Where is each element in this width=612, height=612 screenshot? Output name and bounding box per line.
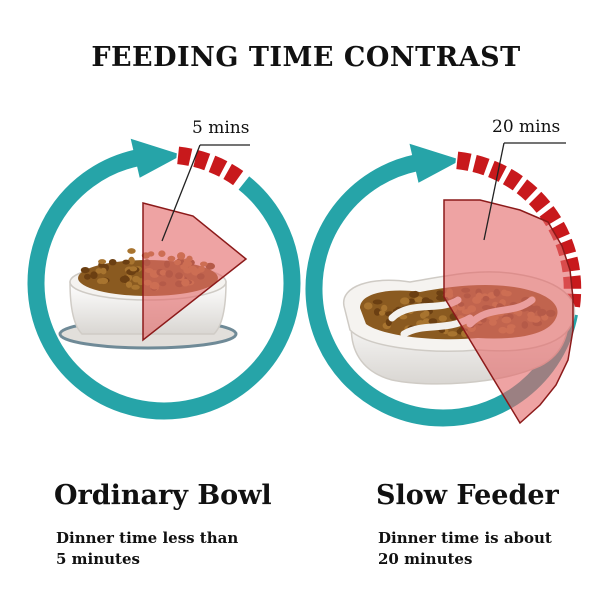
time-segment bbox=[500, 166, 525, 193]
time-segment bbox=[514, 177, 540, 203]
left-time-segments bbox=[175, 144, 246, 188]
time-segment bbox=[454, 149, 474, 173]
kibble-piece bbox=[95, 268, 102, 274]
kibble-piece bbox=[363, 302, 373, 310]
kibble-piece bbox=[408, 298, 415, 304]
ordinary-description-line-1: Dinner time less than bbox=[56, 529, 239, 547]
kibble-piece bbox=[129, 266, 138, 272]
kibble-piece bbox=[372, 299, 383, 305]
left-ring-arrowhead bbox=[130, 138, 182, 178]
kibble-piece bbox=[428, 318, 438, 325]
kibble-piece bbox=[100, 267, 107, 275]
kibble-piece bbox=[436, 290, 444, 296]
slow-heading: Slow Feeder bbox=[376, 480, 559, 511]
ordinary-description: Dinner time less than 5 minutes bbox=[56, 528, 238, 570]
time-segment bbox=[206, 153, 230, 179]
time-segment bbox=[175, 144, 195, 168]
kibble-piece bbox=[422, 310, 430, 317]
right-ring-arrowhead bbox=[409, 143, 461, 183]
time-segment bbox=[470, 153, 492, 178]
kibble-piece bbox=[373, 308, 381, 316]
page-title: FEEDING TIME CONTRAST bbox=[91, 42, 521, 73]
time-segment bbox=[221, 161, 246, 188]
kibble-piece bbox=[119, 275, 130, 283]
kibble-piece bbox=[125, 281, 133, 288]
kibble-piece bbox=[80, 267, 90, 274]
kibble-piece bbox=[414, 296, 424, 303]
kibble-piece bbox=[131, 284, 140, 290]
time-segment bbox=[526, 189, 553, 215]
kibble-piece bbox=[84, 273, 91, 280]
left-leader-line bbox=[161, 144, 201, 242]
right-leader-line bbox=[483, 142, 505, 241]
kibble-piece bbox=[412, 290, 419, 297]
slow-description-line-1: Dinner time is about bbox=[378, 529, 552, 547]
left-timer-ring bbox=[27, 149, 301, 420]
kibble-piece bbox=[381, 304, 388, 312]
kibble-piece bbox=[378, 310, 386, 316]
kibble-piece bbox=[399, 314, 408, 320]
slow-description: Dinner time is about 20 minutes bbox=[378, 528, 552, 570]
kibble-piece bbox=[400, 297, 410, 305]
slow-panel bbox=[305, 142, 583, 427]
ordinary-heading: Ordinary Bowl bbox=[54, 480, 272, 511]
kibble-piece bbox=[90, 271, 98, 280]
slow-description-line-2: 20 minutes bbox=[378, 550, 473, 568]
ordinary-description-line-2: 5 minutes bbox=[56, 550, 140, 568]
kibble-piece bbox=[98, 259, 107, 265]
left-time-wedge bbox=[142, 202, 248, 342]
kibble-piece bbox=[127, 248, 136, 254]
kibble-piece bbox=[97, 278, 104, 284]
ordinary-duration-label: 5 mins bbox=[192, 118, 250, 138]
slow-duration-label: 20 mins bbox=[492, 117, 561, 137]
time-segment bbox=[191, 148, 213, 173]
kibble-piece bbox=[421, 297, 430, 304]
ordinary-panel bbox=[27, 138, 301, 420]
kibble-piece bbox=[128, 256, 135, 265]
kibble-piece bbox=[132, 275, 141, 283]
kibble-piece bbox=[122, 259, 130, 265]
kibble-piece bbox=[447, 331, 458, 337]
kibble-piece bbox=[108, 259, 117, 266]
right-time-wedge bbox=[443, 199, 574, 425]
kibble-piece bbox=[438, 315, 447, 322]
